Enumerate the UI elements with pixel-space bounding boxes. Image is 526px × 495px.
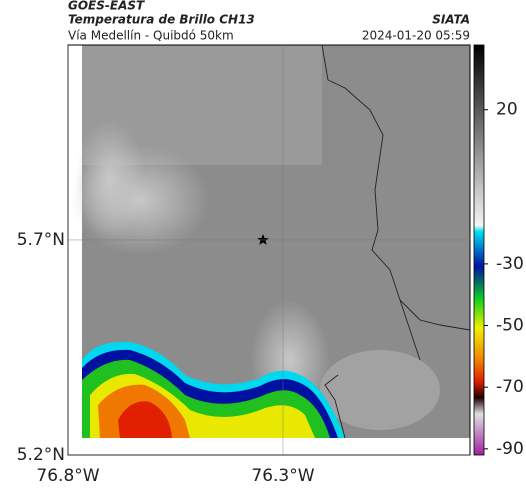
colorbar: [473, 44, 485, 456]
lon-label: 76.8°W: [36, 466, 99, 486]
timestamp: 2024-01-20 05:59: [362, 29, 470, 43]
title: Temperatura de Brillo CH13: [68, 13, 255, 27]
lon-label: 76.3°W: [251, 466, 314, 486]
lat-label: 5.2°N: [17, 445, 65, 465]
colorbar-label: -90: [496, 439, 524, 459]
lat-label: 5.7°N: [17, 230, 65, 250]
route: Vía Medellín - Quibdó 50km: [68, 29, 234, 43]
imagery: [68, 45, 470, 455]
colorbar-label: -70: [496, 377, 524, 397]
colorbar-label: -50: [496, 316, 524, 336]
source: GOES-EAST: [68, 0, 145, 13]
colorbar-label: -30: [496, 254, 524, 274]
colorbar-label: 20: [496, 100, 518, 120]
brand: SIATA: [432, 13, 470, 27]
